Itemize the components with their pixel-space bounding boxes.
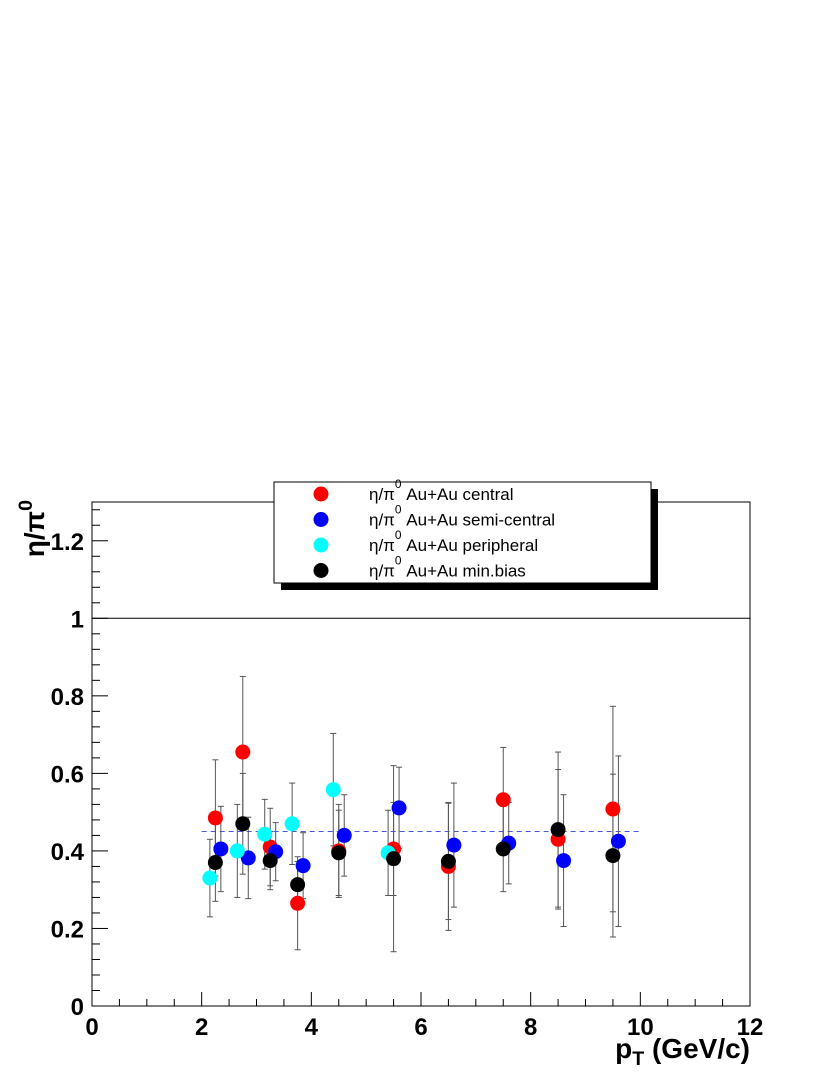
y-axis-title: η/π0 bbox=[15, 500, 50, 557]
x-tick-label: 0 bbox=[85, 1014, 98, 1041]
data-point-series-3 bbox=[331, 845, 347, 861]
data-point-series-2 bbox=[229, 843, 245, 859]
x-tick-label: 4 bbox=[305, 1014, 319, 1041]
x-axis-title: pT (GeV/c) bbox=[615, 1033, 750, 1070]
y-tick-label: 1 bbox=[71, 606, 84, 633]
legend-marker bbox=[313, 537, 329, 553]
data-point-series-3 bbox=[235, 816, 251, 832]
y-tick-label: 0.8 bbox=[51, 684, 84, 711]
reference-lines bbox=[92, 617, 750, 833]
data-point-series-0 bbox=[207, 810, 223, 826]
data-point-series-2 bbox=[257, 826, 273, 842]
data-point-series-1 bbox=[295, 858, 311, 874]
data-point-series-3 bbox=[290, 877, 306, 893]
data-points bbox=[202, 744, 626, 911]
axes: 0 2 4 6 8 10 12 0 0.2 0.4 0.6 0.8 1 1.2 bbox=[51, 501, 764, 1041]
legend-marker bbox=[313, 512, 329, 527]
data-point-series-1 bbox=[213, 841, 229, 857]
data-point-series-3 bbox=[440, 853, 456, 869]
legend-entry: η/π0 Au+Au semi-central bbox=[369, 503, 555, 530]
error-bars bbox=[206, 675, 622, 953]
data-point-series-1 bbox=[610, 833, 626, 849]
data-point-series-1 bbox=[240, 850, 256, 866]
data-point-series-2 bbox=[284, 816, 300, 832]
data-point-series-3 bbox=[262, 853, 278, 869]
data-point-series-3 bbox=[605, 848, 621, 864]
legend-marker bbox=[313, 486, 329, 502]
data-point-series-0 bbox=[235, 744, 251, 760]
data-point-series-0 bbox=[605, 801, 621, 817]
data-point-series-1 bbox=[446, 837, 462, 853]
data-point-series-3 bbox=[495, 841, 511, 857]
x-tick-label: 2 bbox=[195, 1014, 208, 1041]
x-tick-label: 12 bbox=[737, 1014, 764, 1041]
y-tick-label: 0.2 bbox=[51, 916, 84, 943]
x-tick-label: 8 bbox=[524, 1014, 537, 1041]
data-point-series-0 bbox=[290, 895, 306, 911]
data-point-series-2 bbox=[325, 782, 341, 798]
y-tick-label: 0.6 bbox=[51, 761, 84, 788]
data-point-series-1 bbox=[556, 853, 572, 869]
x-tick-label: 10 bbox=[627, 1014, 654, 1041]
legend-entry: η/π0 Au+Au min.bias bbox=[369, 554, 526, 581]
y-tick-label: 0.4 bbox=[51, 839, 85, 866]
legend-entry: η/π0 Au+Au central bbox=[369, 477, 514, 504]
data-point-series-0 bbox=[495, 792, 511, 808]
legend-box bbox=[273, 481, 652, 584]
legend-entry: η/π0 Au+Au peripheral bbox=[369, 528, 538, 555]
y-tick-label: 0 bbox=[71, 994, 84, 1021]
data-point-series-1 bbox=[391, 800, 407, 816]
data-point-series-3 bbox=[386, 851, 402, 867]
data-point-series-3 bbox=[207, 855, 223, 871]
y-tick-label: 1.2 bbox=[51, 529, 84, 556]
legend-marker bbox=[313, 563, 329, 578]
data-point-series-2 bbox=[202, 870, 218, 886]
x-tick-label: 6 bbox=[414, 1014, 427, 1041]
data-point-series-3 bbox=[550, 822, 566, 838]
data-point-series-1 bbox=[336, 827, 352, 843]
